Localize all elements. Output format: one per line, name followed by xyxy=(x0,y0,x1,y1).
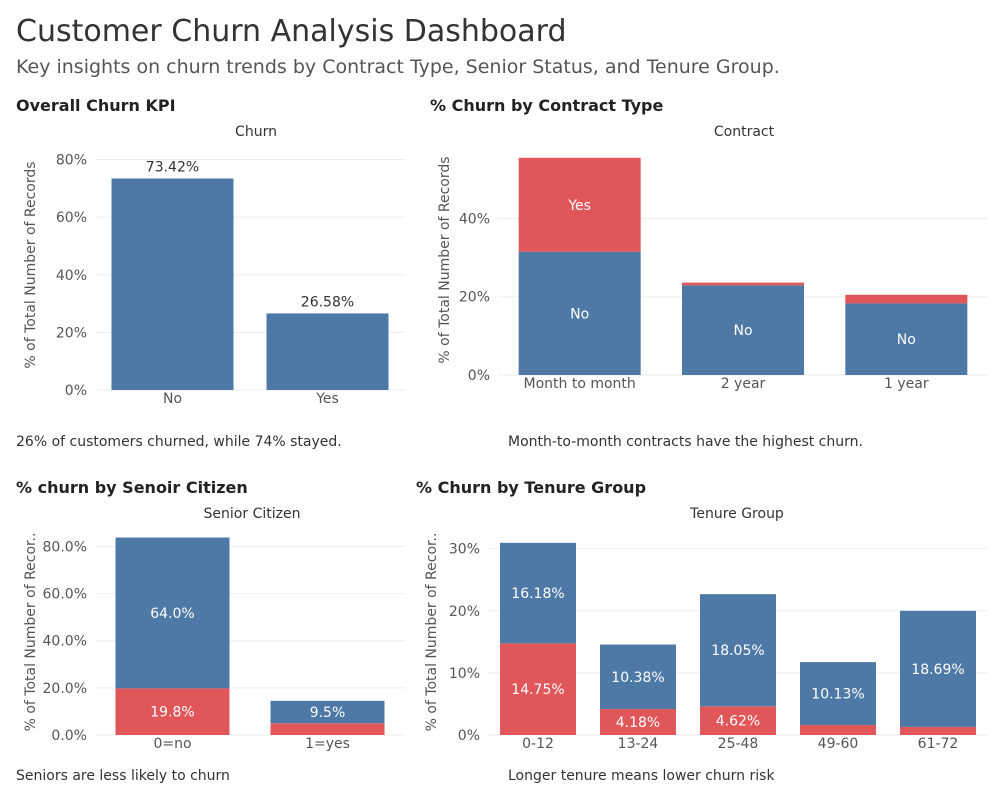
tenure-data-label: 10.13% xyxy=(811,687,864,703)
tenure-bar-yes xyxy=(800,725,876,735)
tenure-xtick-label: 0-12 xyxy=(522,736,554,752)
tenure-data-label: 18.05% xyxy=(711,643,764,659)
kpi-data-label: 73.42% xyxy=(146,159,199,175)
tenure-bar-yes xyxy=(900,726,976,735)
senior-xtick-label: 1=yes xyxy=(305,736,350,752)
tenure-column-header: Tenure Group xyxy=(689,506,784,522)
kpi-panel-title: Overall Churn KPI xyxy=(16,96,176,115)
kpi-ytick-label: 0% xyxy=(65,383,87,399)
tenure-chart: Tenure Group 0% 10% 20% 30% % of Total Number… xyxy=(424,506,988,752)
contract-xtick-label: 2 year xyxy=(721,376,766,392)
tenure-bar-yes xyxy=(700,706,776,735)
kpi-data-label: 26.58% xyxy=(301,294,354,310)
contract-ytick-label: 20% xyxy=(459,290,490,306)
senior-ytick-label: 20.0% xyxy=(43,681,87,697)
contract-panel-title: % Churn by Contract Type xyxy=(430,96,664,115)
tenure-data-label: 14.75% xyxy=(511,682,564,698)
contract-data-label: No xyxy=(570,306,589,322)
tenure-ytick-label: 0% xyxy=(458,728,480,744)
tenure-bar-no xyxy=(800,662,876,726)
kpi-column-header: Churn xyxy=(235,124,277,140)
senior-data-label: 9.5% xyxy=(310,705,346,721)
kpi-xtick-label: Yes xyxy=(315,391,339,407)
senior-bar-yes xyxy=(115,688,230,735)
kpi-note: 26% of customers churned, while 74% stay… xyxy=(16,434,342,450)
contract-bar-no xyxy=(518,251,641,375)
contract-chart: Contract 0% 20% 40% % of Total Number of Rec… xyxy=(437,124,988,392)
tenure-bar-no xyxy=(500,542,576,644)
senior-column-header: Senior Citizen xyxy=(204,506,301,522)
senior-bar-no xyxy=(270,700,385,724)
kpi-ytick-label: 60% xyxy=(56,210,87,226)
tenure-data-label: 4.62% xyxy=(716,714,760,730)
contract-y-axis-label: % of Total Number of Records xyxy=(437,156,453,363)
senior-bar-no xyxy=(115,537,230,689)
tenure-note: Longer tenure means lower churn risk xyxy=(508,768,775,784)
tenure-bar-no xyxy=(600,644,676,710)
tenure-y-axis-label: % of Total Number of Recor.. xyxy=(424,533,440,732)
senior-bar-yes xyxy=(270,723,385,735)
senior-y-axis-label: % of Total Number of Recor.. xyxy=(23,533,39,732)
senior-chart: Senior Citizen 0.0% 20.0% 40.0% 60.0% 80.0%% … xyxy=(23,506,405,752)
tenure-xtick-label: 13-24 xyxy=(618,736,659,752)
contract-bar-yes xyxy=(845,294,968,304)
kpi-bar xyxy=(111,178,234,390)
senior-ytick-label: 0.0% xyxy=(51,728,87,744)
contract-note: Month-to-month contracts have the highes… xyxy=(508,434,863,450)
tenure-data-label: 16.18% xyxy=(511,586,564,602)
contract-column-header: Contract xyxy=(714,124,775,140)
senior-ytick-label: 60.0% xyxy=(43,587,87,603)
tenure-ytick-label: 30% xyxy=(449,542,480,558)
contract-bar-no xyxy=(682,285,804,375)
kpi-chart: Churn 0% 20% 40% 60% 80% % of Total Number of … xyxy=(23,124,405,407)
tenure-ytick-label: 10% xyxy=(449,666,480,682)
kpi-ytick-label: 40% xyxy=(56,268,87,284)
tenure-panel-title: % Churn by Tenure Group xyxy=(416,478,647,497)
contract-data-label: No xyxy=(733,323,752,339)
tenure-data-label: 18.69% xyxy=(911,662,964,678)
tenure-xtick-label: 25-48 xyxy=(718,736,759,752)
tenure-xtick-label: 49-60 xyxy=(818,736,859,752)
tenure-data-label: 10.38% xyxy=(611,670,664,686)
senior-data-label: 64.0% xyxy=(150,606,194,622)
contract-ytick-label: 40% xyxy=(459,211,490,227)
senior-panel-title: % churn by Senoir Citizen xyxy=(16,478,248,497)
kpi-ytick-label: 20% xyxy=(56,325,87,341)
tenure-ytick-label: 20% xyxy=(449,604,480,620)
senior-ytick-label: 40.0% xyxy=(43,634,87,650)
kpi-xtick-label: No xyxy=(163,391,182,407)
kpi-ytick-label: 80% xyxy=(56,153,87,169)
senior-data-label: 19.8% xyxy=(150,705,194,721)
kpi-bar xyxy=(266,313,389,390)
tenure-bar-no xyxy=(700,594,776,707)
contract-xtick-label: Month to month xyxy=(524,376,636,392)
contract-xtick-label: 1 year xyxy=(884,376,929,392)
tenure-bar-no xyxy=(900,610,976,727)
tenure-xtick-label: 61-72 xyxy=(918,736,959,752)
kpi-y-axis-label: % of Total Number of Records xyxy=(23,161,39,368)
tenure-bar-yes xyxy=(600,709,676,735)
contract-bar-yes xyxy=(682,282,804,286)
contract-ytick-label: 0% xyxy=(468,368,490,384)
contract-data-label: No xyxy=(897,332,916,348)
dashboard-subtitle: Key insights on churn trends by Contract… xyxy=(16,56,780,78)
senior-xtick-label: 0=no xyxy=(153,736,191,752)
tenure-data-label: 4.18% xyxy=(616,715,660,731)
senior-note: Seniors are less likely to churn xyxy=(16,768,230,784)
dashboard-title: Customer Churn Analysis Dashboard xyxy=(16,14,567,49)
senior-ytick-label: 80.0% xyxy=(43,539,87,555)
tenure-bar-yes xyxy=(500,643,576,735)
contract-data-label: Yes xyxy=(567,198,591,214)
contract-bar-yes xyxy=(518,157,641,252)
contract-bar-no xyxy=(845,303,968,375)
